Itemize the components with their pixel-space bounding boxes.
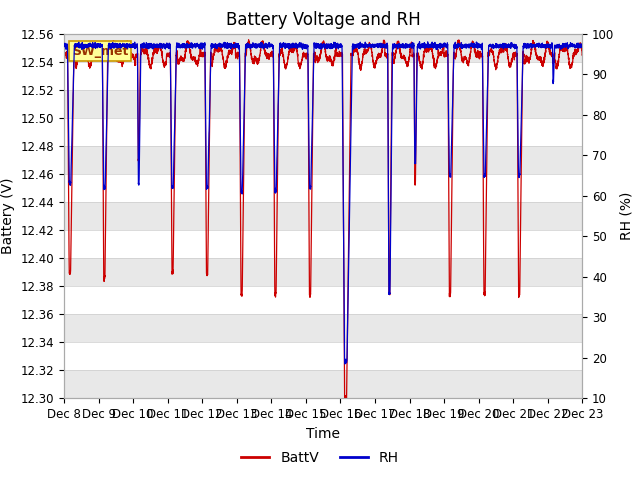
Bar	[64, 146, 582, 174]
Title: Battery Voltage and RH: Battery Voltage and RH	[226, 11, 420, 29]
X-axis label: Time: Time	[306, 427, 340, 441]
Bar	[64, 90, 582, 118]
Legend: BattV, RH: BattV, RH	[236, 445, 404, 471]
Bar	[64, 314, 582, 342]
Y-axis label: Battery (V): Battery (V)	[1, 178, 15, 254]
Bar	[64, 371, 582, 398]
Text: SW_met: SW_met	[72, 45, 128, 58]
Bar	[64, 258, 582, 286]
Bar	[64, 202, 582, 230]
Y-axis label: RH (%): RH (%)	[620, 192, 634, 240]
Bar	[64, 34, 582, 61]
